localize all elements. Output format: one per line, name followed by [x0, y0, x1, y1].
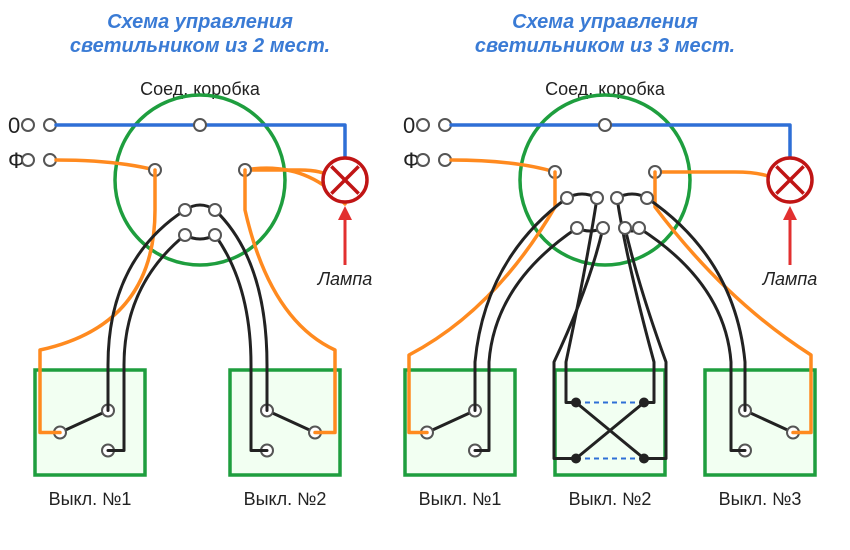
terminal [571, 222, 583, 234]
switch-box [705, 370, 815, 475]
lamp-arrowhead [338, 206, 352, 220]
terminal [194, 119, 206, 131]
switch-2-label: Выкл. №2 [569, 489, 652, 509]
switch-3-label: Выкл. №3 [719, 489, 802, 509]
diagram-3way: Схема управлениясветильником из 3 мест.С… [403, 11, 817, 509]
terminal [561, 192, 573, 204]
switch-box [230, 370, 340, 475]
terminal [619, 222, 631, 234]
terminal [417, 154, 429, 166]
terminal [633, 222, 645, 234]
switch-2-label: Выкл. №2 [244, 489, 327, 509]
neutral-wire [200, 125, 345, 158]
title-line-2: светильником из 2 мест. [70, 35, 330, 57]
terminal [611, 192, 623, 204]
diagram-2way: Схема управлениясветильником из 2 мест.С… [8, 11, 372, 509]
title-line-2: светильником из 3 мест. [475, 35, 735, 57]
terminal [209, 204, 221, 216]
terminal [439, 119, 451, 131]
terminal [641, 192, 653, 204]
phase-wire [56, 160, 155, 170]
terminal [44, 119, 56, 131]
terminal [209, 229, 221, 241]
neutral-label: 0 [403, 113, 415, 138]
switch-box [35, 370, 145, 475]
neutral-label: 0 [8, 113, 20, 138]
terminal [417, 119, 429, 131]
lamp-arrowhead [783, 206, 797, 220]
terminal [597, 222, 609, 234]
switch-1-label: Выкл. №1 [419, 489, 502, 509]
terminal [599, 119, 611, 131]
title-line-1: Схема управления [512, 11, 698, 33]
lamp-label: Лампа [317, 269, 373, 289]
switch-box [405, 370, 515, 475]
terminal [591, 192, 603, 204]
terminal [179, 229, 191, 241]
lamp-label: Лампа [762, 269, 818, 289]
terminal [22, 119, 34, 131]
neutral-wire [605, 125, 790, 158]
terminal [44, 154, 56, 166]
title-line-1: Схема управления [107, 11, 293, 33]
terminal [179, 204, 191, 216]
switch-1-label: Выкл. №1 [49, 489, 132, 509]
terminal [439, 154, 451, 166]
phase-wire [451, 160, 555, 172]
terminal [22, 154, 34, 166]
